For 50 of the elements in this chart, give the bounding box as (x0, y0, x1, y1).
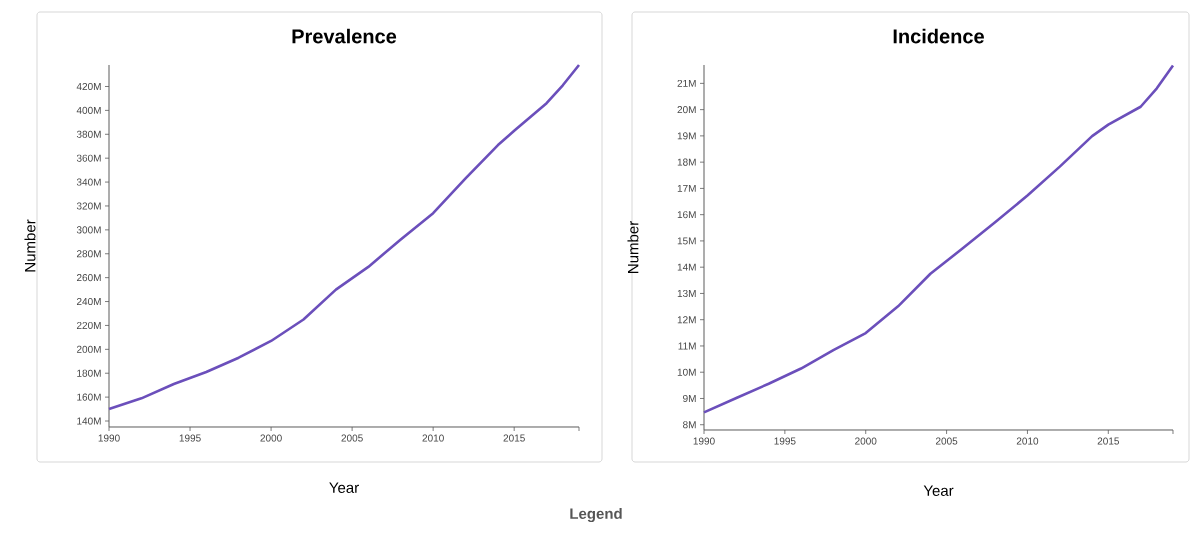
y-tick-label: 17M (677, 184, 696, 192)
chart-title: Incidence (893, 28, 984, 44)
y-tick-label: 200M (76, 345, 101, 353)
x-tick-label: 2005 (341, 434, 363, 442)
y-tick-label: 13M (677, 289, 696, 297)
x-tick-label: 2015 (1097, 437, 1120, 445)
y-tick-label: 400M (76, 106, 101, 114)
x-axis-title: Year (329, 482, 359, 493)
y-tick-label: 11M (678, 342, 696, 350)
y-tick-label: 160M (77, 393, 101, 401)
y-tick-label: 19M (677, 132, 696, 140)
x-tick-label: 1990 (98, 434, 120, 442)
y-tick-label: 12M (677, 316, 696, 324)
y-tick-label: 21M (677, 79, 696, 87)
y-tick-label: 260M (76, 274, 101, 282)
y-tick-label: 180M (77, 369, 101, 377)
y-tick-label: 16M (677, 211, 696, 219)
y-tick-label: 360M (76, 154, 101, 162)
y-tick-label: 340M (76, 178, 101, 186)
x-tick-label: 1990 (693, 437, 715, 445)
y-tick-label: 280M (76, 250, 101, 258)
y-tick-label: 10M (677, 368, 696, 376)
chart-title: Prevalence (292, 28, 397, 44)
y-axis-title: Number (627, 221, 639, 273)
x-tick-label: 2015 (503, 434, 525, 442)
y-tick-label: 140M (77, 417, 101, 425)
y-tick-label: 18M (677, 158, 696, 166)
line-series (107, 63, 581, 411)
line-series (702, 64, 1175, 414)
y-tick-label: 300M (76, 226, 101, 234)
y-tick-label: 380M (76, 130, 101, 138)
x-tick-label: 2000 (855, 437, 877, 445)
y-tick-label: 240M (76, 298, 101, 306)
y-tick-label: 8M (683, 421, 696, 429)
x-tick-label: 2010 (422, 434, 444, 442)
x-tick-label: 2005 (935, 437, 958, 445)
y-tick-label: 14M (677, 263, 696, 271)
y-tick-label: 220M (76, 321, 101, 329)
y-tick-label: 15M (677, 237, 696, 245)
y-tick-label: 320M (76, 202, 101, 210)
text: Legend (570, 507, 622, 523)
x-tick-label: 2010 (1016, 437, 1039, 445)
y-axis-title: Number (24, 219, 36, 272)
y-tick-label: 420M (76, 82, 101, 91)
x-axis-title: Year (923, 485, 954, 496)
x-tick-label: 2000 (260, 434, 282, 442)
y-tick-label: 9M (683, 394, 696, 403)
x-tick-label: 1995 (774, 437, 796, 445)
y-tick-label: 20M (677, 106, 696, 114)
x-tick-label: 1995 (179, 434, 201, 442)
